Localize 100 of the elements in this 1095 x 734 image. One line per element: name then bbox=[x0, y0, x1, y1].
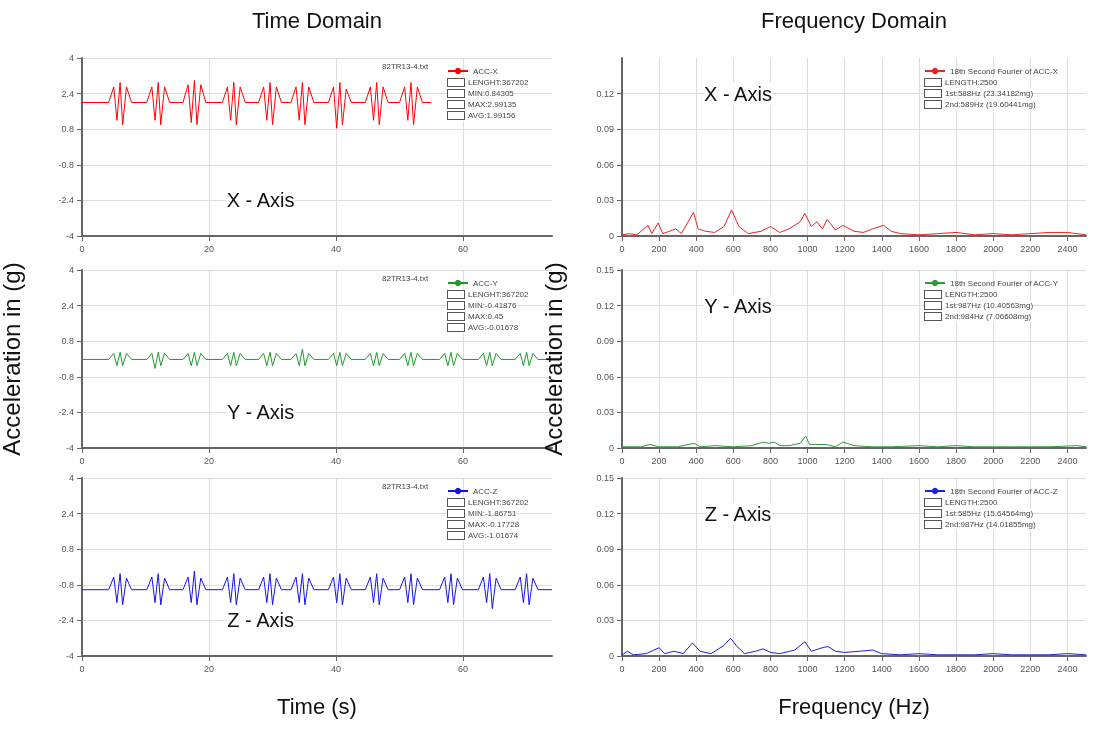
x-tick-label: 400 bbox=[688, 243, 704, 254]
x-tick-label: 40 bbox=[331, 455, 342, 466]
x-tick-label: 1200 bbox=[834, 663, 855, 674]
annotation: Z - Axis bbox=[704, 502, 772, 526]
y-axis-title: Acceleration in (g) bbox=[540, 262, 568, 456]
annotation: MAX:0.45 bbox=[468, 311, 504, 322]
y-tick-label: 0.06 bbox=[596, 159, 614, 170]
y-tick-label: -4 bbox=[65, 443, 74, 453]
annotation: MIN:-0.41876 bbox=[468, 300, 517, 311]
y-tick-label: 4 bbox=[68, 53, 74, 63]
x-tick-label: 2000 bbox=[983, 243, 1004, 254]
x-tick-label: 0 bbox=[79, 455, 85, 466]
y-tick-label: -0.8 bbox=[58, 371, 74, 382]
y-tick-label: 0.12 bbox=[596, 300, 614, 311]
x-tick-label: 1000 bbox=[797, 455, 818, 466]
line-series bbox=[81, 570, 553, 610]
x-tick-label: 40 bbox=[331, 243, 342, 254]
legend-label: ACC-X bbox=[473, 66, 499, 76]
text: 82TR13-4.txt bbox=[382, 481, 429, 492]
y-tick-label: -0.8 bbox=[58, 159, 74, 170]
x-tick-label: 1200 bbox=[834, 243, 855, 254]
x-tick-label: 40 bbox=[331, 663, 342, 674]
y-tick-label: 0.09 bbox=[596, 544, 614, 555]
y-tick-label: 0.03 bbox=[596, 615, 614, 626]
y-tick-label: 2.4 bbox=[61, 508, 74, 519]
x-tick-label: 1400 bbox=[871, 663, 892, 674]
legend-label: 18th Second Fourier of ACC-Y bbox=[950, 278, 1059, 288]
x-axis-title: Time (s) bbox=[277, 694, 357, 720]
legend-label: 18th Second Fourier of ACC-X bbox=[950, 66, 1059, 76]
annotation: Z - Axis bbox=[227, 608, 294, 632]
x-tick-label: 1600 bbox=[908, 243, 929, 254]
y-tick-label: 2.4 bbox=[61, 300, 74, 311]
x-tick-label: 1800 bbox=[946, 243, 967, 254]
annotation: LENGHT:367202 bbox=[468, 77, 529, 88]
y-tick-label: -2.4 bbox=[58, 407, 74, 418]
annotation: 2nd:984Hz (7.06608mg) bbox=[945, 311, 1032, 322]
y-tick-label: 0.8 bbox=[61, 544, 74, 555]
x-tick-label: 1800 bbox=[946, 663, 967, 674]
x-tick-label: 2200 bbox=[1020, 243, 1041, 254]
x-tick-label: 400 bbox=[688, 455, 704, 466]
y-tick-label: 0.03 bbox=[596, 195, 614, 206]
x-tick-label: 200 bbox=[651, 455, 667, 466]
x-tick-label: 2200 bbox=[1020, 663, 1041, 674]
x-tick-label: 0 bbox=[619, 243, 625, 254]
y-tick-label: 0 bbox=[608, 231, 614, 241]
annotation: 1st:588Hz (23.34182mg) bbox=[945, 88, 1034, 99]
y-tick-label: 0.09 bbox=[596, 124, 614, 135]
x-tick-label: 200 bbox=[651, 243, 667, 254]
x-tick-label: 0 bbox=[619, 455, 625, 466]
x-tick-label: 20 bbox=[204, 243, 215, 254]
annotation: MAX:2.99135 bbox=[468, 99, 517, 110]
annotation: MIN:-1.86751 bbox=[468, 508, 517, 519]
y-tick-label: 0.06 bbox=[596, 579, 614, 590]
y-tick-label: 2.4 bbox=[61, 88, 74, 99]
x-tick-label: 2400 bbox=[1057, 243, 1078, 254]
annotation: LENGHT:367202 bbox=[468, 289, 529, 300]
text: 82TR13-4.txt bbox=[382, 273, 429, 284]
y-tick-label: -0.8 bbox=[58, 579, 74, 590]
x-tick-label: 60 bbox=[458, 663, 469, 674]
y-axis-title: Acceleration in (g) bbox=[0, 262, 26, 456]
y-tick-label: 0.03 bbox=[596, 407, 614, 418]
annotation: MAX:-0.17728 bbox=[468, 519, 520, 530]
x-tick-label: 1200 bbox=[834, 455, 855, 466]
chart-title: Time Domain bbox=[252, 8, 382, 34]
x-tick-label: 600 bbox=[725, 455, 741, 466]
annotation: LENGTH:2500 bbox=[945, 497, 998, 508]
y-tick-label: 0.8 bbox=[61, 336, 74, 347]
x-tick-label: 2400 bbox=[1057, 663, 1078, 674]
y-tick-label: -2.4 bbox=[58, 195, 74, 206]
x-tick-label: 0 bbox=[79, 243, 85, 254]
annotation: X - Axis bbox=[226, 188, 295, 212]
y-tick-label: 0 bbox=[608, 651, 614, 661]
y-tick-label: 0.12 bbox=[596, 508, 614, 519]
x-tick-label: 800 bbox=[762, 243, 778, 254]
annotation: AVG:-1.01674 bbox=[468, 530, 519, 541]
annotation: 1st:987Hz (10.40563mg) bbox=[945, 300, 1034, 311]
annotation: AVG:1.99156 bbox=[468, 110, 516, 121]
y-tick-label: 0 bbox=[608, 443, 614, 453]
annotation: LENGTH:2500 bbox=[945, 289, 998, 300]
x-tick-label: 60 bbox=[458, 243, 469, 254]
y-tick-label: -4 bbox=[65, 651, 74, 661]
annotation: Y - Axis bbox=[226, 400, 295, 424]
x-axis-title: Frequency (Hz) bbox=[778, 694, 930, 720]
x-tick-label: 1600 bbox=[908, 663, 929, 674]
x-tick-label: 200 bbox=[651, 663, 667, 674]
annotation: 2nd:987Hz (14.01855mg) bbox=[945, 519, 1036, 530]
x-tick-label: 2400 bbox=[1057, 455, 1078, 466]
x-tick-label: 2000 bbox=[983, 455, 1004, 466]
x-tick-label: 20 bbox=[204, 663, 215, 674]
x-tick-label: 800 bbox=[762, 663, 778, 674]
x-tick-label: 1400 bbox=[871, 243, 892, 254]
annotation: LENGHT:367202 bbox=[468, 497, 529, 508]
y-tick-label: -4 bbox=[65, 231, 74, 241]
annotation: MIN:0.84305 bbox=[468, 88, 514, 99]
y-tick-label: 0.15 bbox=[596, 473, 614, 483]
x-tick-label: 0 bbox=[79, 663, 85, 674]
x-tick-label: 1000 bbox=[797, 663, 818, 674]
y-tick-label: 0.09 bbox=[596, 336, 614, 347]
x-tick-label: 20 bbox=[204, 455, 215, 466]
y-tick-label: 0.8 bbox=[61, 124, 74, 135]
